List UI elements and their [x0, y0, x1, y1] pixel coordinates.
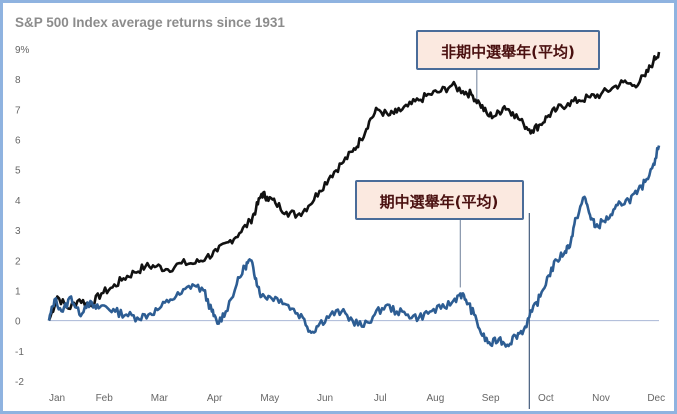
y-tick-label: -2: [15, 377, 24, 388]
y-tick-label: 4: [15, 196, 21, 207]
y-tick-label: 5: [15, 166, 21, 177]
x-tick-label: Oct: [538, 393, 554, 404]
callout-label-midterm: 期中選舉年(平均): [380, 193, 499, 211]
y-tick-label: -1: [15, 347, 24, 358]
x-tick-label: Jul: [374, 393, 387, 404]
y-tick-label: 8: [15, 75, 21, 86]
callout-midterm: 期中選舉年(平均): [355, 180, 524, 220]
y-tick-label: 1: [15, 286, 21, 297]
y-tick-label: 3: [15, 226, 21, 237]
x-tick-label: Jan: [49, 393, 65, 404]
chart-title: S&P 500 Index average returns since 1931: [15, 15, 285, 30]
callout-box: [355, 180, 524, 220]
x-tick-label: Feb: [96, 393, 114, 404]
y-tick-label: 2: [15, 256, 21, 267]
x-tick-label: Mar: [151, 393, 169, 404]
x-tick-label: Nov: [592, 393, 610, 404]
x-tick-label: Apr: [207, 393, 223, 404]
y-axis-ticks: 9% 8 7 6 5 4 3 2 1 0 -1 -2: [15, 45, 30, 388]
y-tick-label: 6: [15, 136, 21, 147]
x-tick-label: Dec: [647, 393, 665, 404]
x-tick-label: May: [260, 393, 279, 404]
y-tick-label: 9%: [15, 45, 30, 56]
y-tick-label: 7: [15, 105, 21, 116]
series-line-midterm: [47, 145, 661, 348]
x-tick-label: Sep: [482, 393, 500, 404]
y-tick-label: 0: [15, 317, 21, 328]
callout-box: [416, 30, 600, 70]
series-line-non-midterm: [47, 51, 661, 322]
x-tick-label: Jun: [317, 393, 333, 404]
x-tick-label: Aug: [427, 393, 445, 404]
callout-label-non-midterm: 非期中選舉年(平均): [441, 43, 575, 61]
callout-leaders: [459, 69, 478, 288]
callout-non-midterm: 非期中選舉年(平均): [416, 30, 600, 70]
x-axis-ticks: Jan Feb Mar Apr May Jun Jul Aug Sep Oct Nov Dec: [49, 393, 665, 404]
chart: S&P 500 Index average returns since 1931…: [15, 15, 665, 409]
